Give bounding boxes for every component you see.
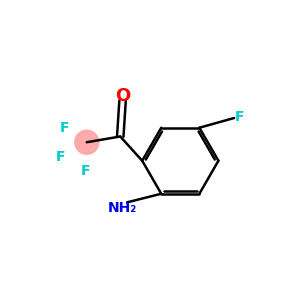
Circle shape	[75, 130, 99, 154]
Text: O: O	[115, 87, 130, 105]
Text: F: F	[235, 110, 244, 124]
Text: F: F	[60, 122, 70, 135]
Text: NH₂: NH₂	[108, 201, 137, 215]
Text: F: F	[56, 150, 65, 164]
Text: F: F	[81, 164, 90, 178]
